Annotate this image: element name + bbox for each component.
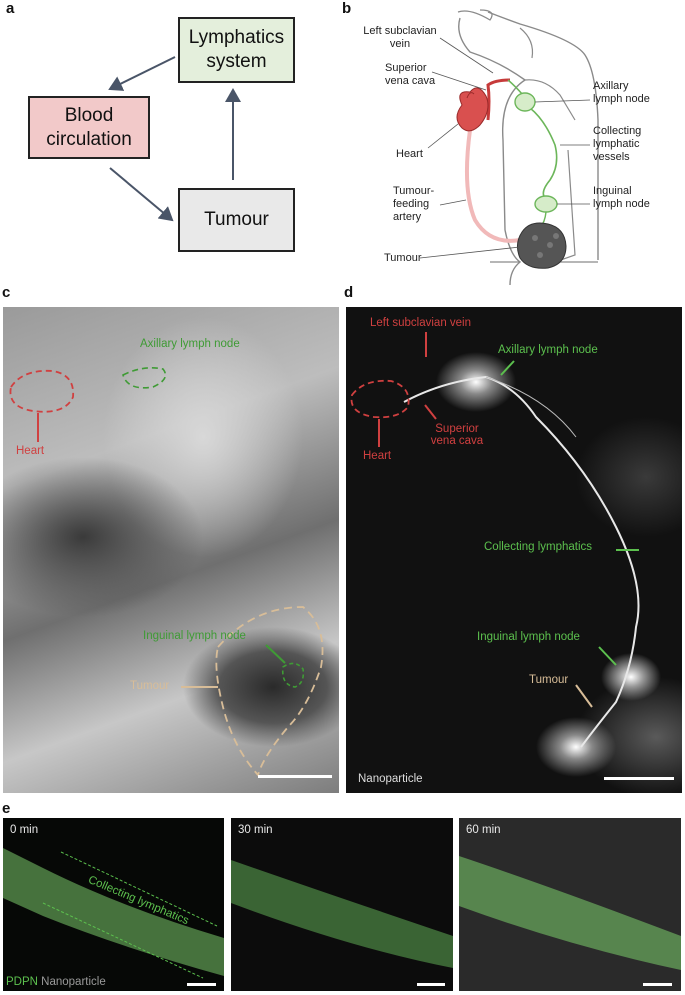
panel-d-overlays <box>350 332 674 780</box>
panel-c-label: c <box>2 284 11 301</box>
channel-label-d: Nanoparticle <box>358 773 423 785</box>
lymphatics-system-box: Lymphatics system <box>178 17 295 83</box>
annotation-heart-c: Heart <box>16 445 45 457</box>
label-superior-vena-cava: Superior vena cava <box>385 62 436 87</box>
annotation-heart-d: Heart <box>363 450 392 462</box>
timepoint-label-0: 0 min <box>10 824 39 836</box>
heart-outline-c <box>9 369 75 413</box>
heart-shape <box>456 87 489 132</box>
timelapse-frame-60: 60 min <box>459 818 681 991</box>
label-tumour-b: Tumour <box>384 252 422 264</box>
fluorescence-panel-d: Left subclavian vein Superior vena cava … <box>346 307 682 793</box>
panel-c-overlays <box>9 367 332 778</box>
scale-bar-c <box>258 775 332 778</box>
superior-vena-cava <box>486 78 511 121</box>
annotation-tumour-d: Tumour <box>529 674 569 686</box>
inguinal-node-shape <box>534 195 558 213</box>
timepoint-label-60: 60 min <box>466 824 501 836</box>
annotation-tumour-c: Tumour <box>130 680 170 692</box>
photo-panel-c: Heart Axillary lymph node Inguinal lymph… <box>3 307 339 793</box>
legend-pdpn: PDPN <box>6 976 38 988</box>
annotation-inguinal-c: Inguinal lymph node <box>143 630 246 642</box>
annotation-inguinal-d: Inguinal lymph node <box>477 631 580 643</box>
vessel-shape-0 <box>3 848 224 976</box>
panel-a-label: a <box>6 0 15 17</box>
timelapse-frame-30: 30 min <box>231 818 453 991</box>
axillary-outline-c <box>122 367 167 389</box>
label-tumour-feeding-artery: Tumour-feeding artery <box>393 185 435 223</box>
annotation-left-subclavian-d: Left subclavian vein <box>370 317 472 329</box>
scale-bar-e60 <box>643 983 672 986</box>
label-axillary-lymph-node: Axillary lymph node <box>593 80 650 105</box>
lymphatics-system-text: Lymphatics system <box>188 27 285 72</box>
annotation-collecting-d: Collecting lymphatics <box>484 541 593 553</box>
annotation-svc-d: Superior vena cava <box>430 423 484 447</box>
tumour-feeding-artery <box>464 129 521 243</box>
panel-e-label: e <box>2 800 11 817</box>
lymphatic-trace-d <box>403 375 640 748</box>
panel-d-label: d <box>344 284 354 301</box>
tumour-box: Tumour <box>178 188 295 252</box>
timelapse-frame-0: 0 min Collecting lymphatics PDPN Nanopar… <box>3 818 224 991</box>
axillary-node-shape <box>514 92 536 112</box>
vessel-shape-30 <box>231 860 453 968</box>
scale-bar-d <box>604 777 674 780</box>
blood-circulation-box: Blood circulation <box>28 96 150 159</box>
label-left-subclavian-vein: Left subclavian vein <box>363 25 437 50</box>
label-heart: Heart <box>396 148 423 160</box>
blood-circulation-text: Blood circulation <box>46 104 132 150</box>
inguinal-outline-c <box>281 662 305 688</box>
arrow-blood-to-tumour <box>109 167 174 222</box>
heart-outline-d <box>350 379 410 419</box>
tumour-shape <box>516 222 567 269</box>
label-collecting-lymphatic-vessels: Collecting lymphatic vessels <box>593 125 642 163</box>
label-inguinal-lymph-node: Inguinal lymph node <box>593 185 650 210</box>
timepoint-label-30: 30 min <box>238 824 273 836</box>
tumour-outline-c <box>215 606 324 777</box>
vessel-shape-60 <box>459 856 681 970</box>
annotation-axillary-c: Axillary lymph node <box>140 338 240 350</box>
annotation-axillary-d: Axillary lymph node <box>498 344 598 356</box>
legend-e: PDPN Nanoparticle <box>6 976 106 988</box>
tumour-text: Tumour <box>204 209 269 230</box>
scale-bar-e30 <box>417 983 445 986</box>
panel-b-label: b <box>342 0 352 17</box>
arrow-lymph-to-blood <box>108 56 176 91</box>
body-outline <box>458 17 527 286</box>
scale-bar-e0 <box>187 983 216 986</box>
legend-nanoparticle: Nanoparticle <box>41 976 106 988</box>
